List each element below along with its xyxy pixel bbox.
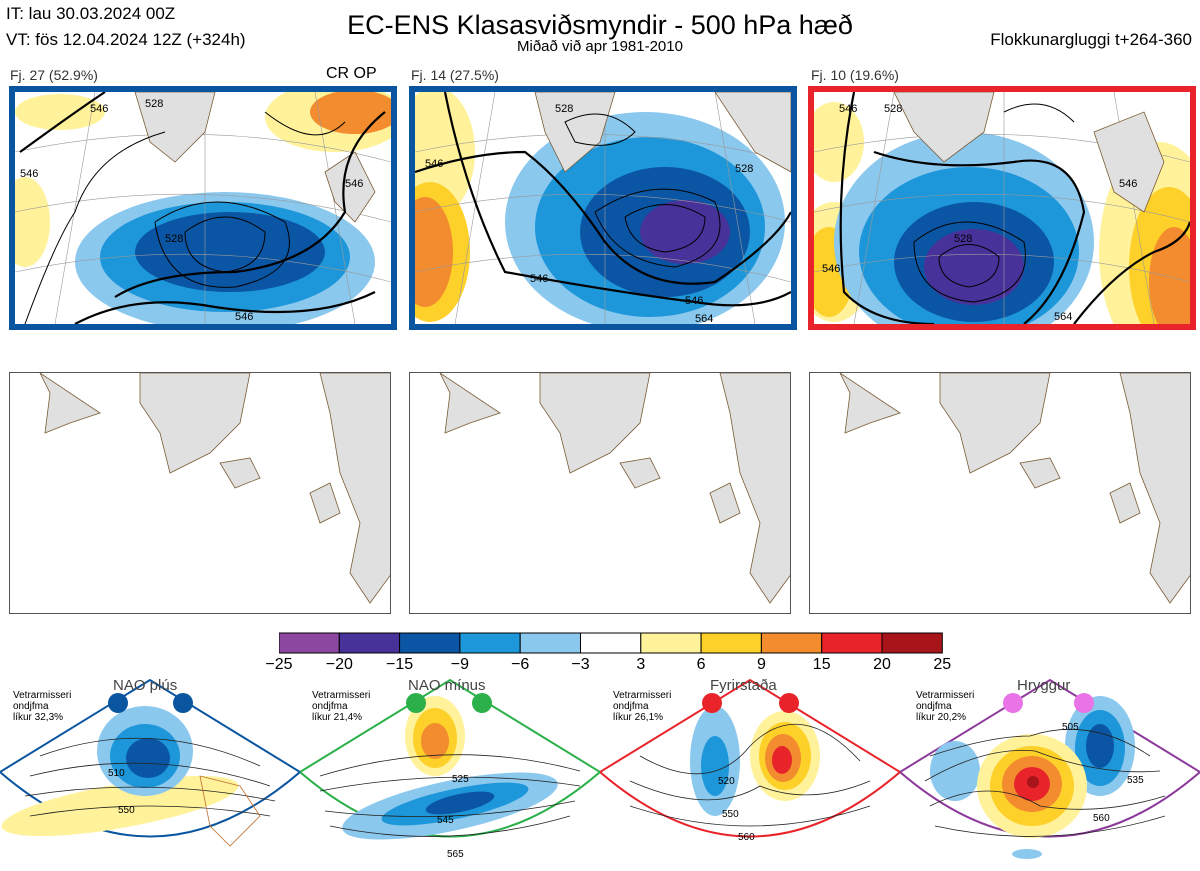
colorbar-swatch (760, 632, 823, 654)
colorbar-tick-label: −6 (511, 656, 530, 673)
cluster-map-3: 546 528 546 528 546 564 (808, 86, 1196, 330)
contour-label: 528 (735, 163, 753, 175)
regime-probability: líkur 32,3% (13, 712, 64, 723)
init-time: IT: lau 30.03.2024 00Z (6, 4, 176, 23)
colorbar-tick-label: 15 (812, 656, 831, 673)
contour-label: 528 (555, 103, 573, 115)
regime-name: Fyrirstaða (710, 677, 777, 694)
colorbar-tick-label: 20 (873, 656, 891, 673)
colorbar (279, 632, 943, 654)
cluster-label-3: Fj. 10 (19.6%) (811, 67, 899, 83)
height-contours (19, 92, 386, 324)
colorbar-swatch (700, 632, 762, 654)
cluster-map-1: 546 528 546 528 546 546 (9, 86, 397, 330)
land (534, 92, 791, 173)
graticule (415, 92, 791, 324)
regime-season: Vetrarmisseri (613, 690, 672, 701)
colorbar-swatch (279, 632, 340, 654)
colorbar-tick-label: −15 (386, 656, 414, 673)
height-contours (415, 92, 791, 307)
colorbar-swatch (580, 632, 642, 654)
regime-probability: líkur 26,1% (613, 712, 664, 723)
regime-contour: 510 (108, 768, 125, 779)
page-subtitle: Miðað við apr 1981-2010 (517, 38, 683, 55)
contour-label: 546 (530, 273, 548, 285)
regime-contour: 520 (718, 776, 735, 787)
regime-nao-plus: 510 550 NAO plús Vetrarmisseri ondjfma l… (0, 676, 300, 871)
regime-contour: 565 (447, 849, 464, 860)
contour-label: 546 (235, 311, 253, 323)
colorbar-tick-label: −20 (325, 656, 353, 673)
page-title: EC-ENS Klasasviðsmyndir - 500 hPa hæð (347, 10, 853, 40)
contour-label: 528 (884, 103, 902, 115)
height-contours (839, 92, 1190, 324)
regime-season: Vetrarmisseri (13, 690, 72, 701)
regime-contour: 550 (722, 809, 739, 820)
anomaly-fill (15, 92, 391, 324)
regime-probability: líkur 21,4% (312, 712, 363, 723)
contour-label: 546 (839, 103, 857, 115)
contour-label: 546 (822, 263, 840, 275)
contour-label: 528 (165, 233, 183, 245)
regime-name: NAO plús (113, 677, 178, 694)
colorbar-tick-label: 9 (756, 656, 766, 673)
contour-label: 546 (345, 178, 363, 190)
colorbar-tick-label: −25 (265, 656, 293, 673)
base-map-2 (409, 372, 791, 614)
contour-label: 564 (695, 313, 713, 324)
colorbar-swatch (640, 632, 702, 654)
cluster-map-2: 546 528 528 546 546 564 (409, 86, 797, 330)
colorbar-tick-label: 3 (636, 656, 646, 673)
colorbar-swatch (399, 632, 461, 654)
regime-season: Vetrarmisseri (916, 690, 975, 701)
regime-contour: 545 (437, 815, 454, 826)
regime-months: ondjfma (13, 701, 49, 712)
colorbar-tick-label: −3 (571, 656, 590, 673)
regime-contour: 505 (1062, 722, 1079, 733)
land (134, 92, 376, 223)
base-map-3 (809, 372, 1191, 614)
regime-months: ondjfma (312, 701, 348, 712)
contour-label: 546 (1119, 178, 1137, 190)
contour-label: 546 (90, 103, 108, 115)
colorbar-swatch (821, 632, 883, 654)
contour-label: 528 (954, 233, 972, 245)
regime-nao-minus: 525 545 565 NAO mínus Vetrarmisseri ondj… (300, 676, 600, 871)
colorbar-swatch (519, 632, 581, 654)
regime-ridge: 505 535 560 Hryggur Vetrarmisseri ondjfm… (900, 676, 1200, 871)
land (893, 92, 1165, 213)
base-map-1 (9, 372, 391, 614)
regime-contour: 525 (452, 774, 469, 785)
contour-label: 546 (685, 295, 703, 307)
colorbar-tick-label: −9 (450, 656, 470, 673)
cluster-tag-1: CR OP (326, 65, 377, 82)
cluster-label-1: Fj. 27 (52.9%) (10, 67, 98, 83)
regime-name: NAO mínus (408, 677, 486, 694)
regime-contour: 560 (1093, 813, 1110, 824)
cluster-label-2: Fj. 14 (27.5%) (411, 67, 499, 83)
anomaly-fill (814, 102, 1190, 324)
regime-blocking: 520 550 560 Fyrirstaða Vetrarmisseri ond… (600, 676, 900, 871)
contour-label: 546 (425, 158, 443, 170)
regime-probability: líkur 20,2% (916, 712, 967, 723)
contour-label: 528 (145, 98, 163, 110)
regime-months: ondjfma (613, 701, 649, 712)
valid-time: VT: fös 12.04.2024 12Z (+324h) (6, 30, 246, 49)
regime-contour: 535 (1127, 775, 1144, 786)
regime-season: Vetrarmisseri (312, 690, 371, 701)
contour-label: 546 (20, 168, 38, 180)
regime-months: ondjfma (916, 701, 952, 712)
colorbar-swatch (338, 632, 401, 654)
contour-label: 564 (1054, 311, 1072, 323)
anomaly-fill (415, 92, 785, 324)
regime-name: Hryggur (1017, 677, 1071, 694)
colorbar-swatch (881, 632, 943, 654)
colorbar-tick-label: 6 (696, 656, 706, 673)
regime-contour: 560 (738, 832, 755, 843)
regime-contour: 550 (118, 805, 135, 816)
colorbar-swatch (459, 632, 521, 654)
colorbar-tick-label: 25 (933, 656, 952, 673)
cluster-window: Flokkunargluggi t+264-360 (990, 30, 1192, 49)
